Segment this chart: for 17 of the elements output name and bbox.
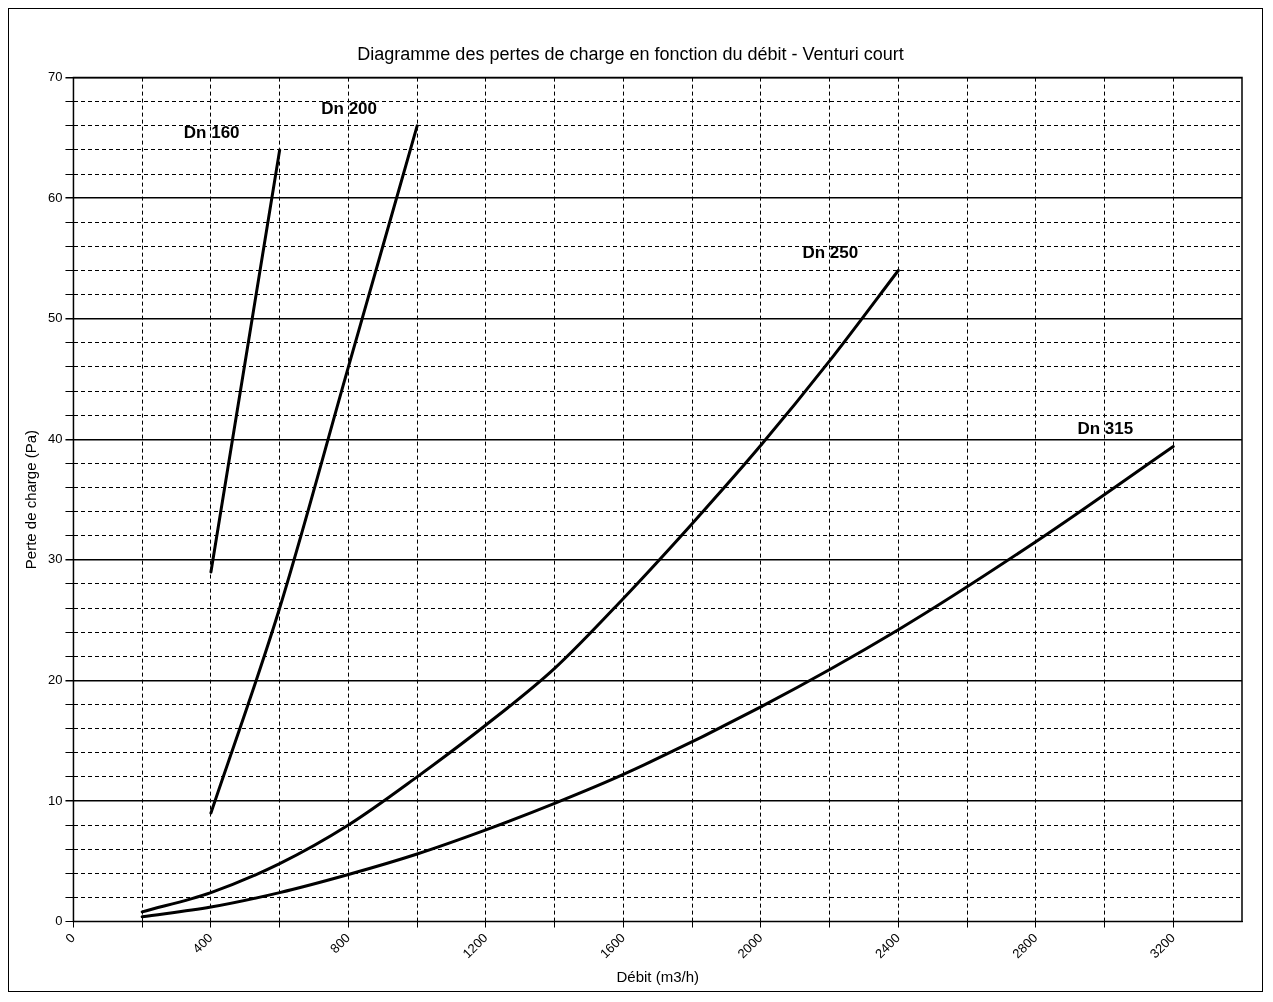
x-tick-label: 400 xyxy=(189,930,216,957)
series-label: Dn 315 xyxy=(1077,419,1134,439)
y-tick-label: 20 xyxy=(47,671,63,687)
y-tick-label: 40 xyxy=(47,430,63,446)
x-tick-label: 0 xyxy=(62,930,79,946)
chart-title: Diagramme des pertes de charge en fonction du débit - Venturi court xyxy=(357,43,904,64)
y-tick-label: 0 xyxy=(55,913,63,929)
y-tick-label: 70 xyxy=(47,69,63,85)
x-tick-label: 800 xyxy=(327,930,354,957)
y-tick-label: 60 xyxy=(47,189,63,205)
text: Dn 200 xyxy=(321,98,378,118)
text: Dn 160 xyxy=(183,122,240,142)
x-axis-title: Débit (m3/h) xyxy=(616,968,699,986)
y-tick-label: 30 xyxy=(47,551,63,567)
y-tick-label: 10 xyxy=(47,792,63,808)
y-tick-label: 50 xyxy=(47,310,63,326)
y-axis-title: Perte de charge (Pa) xyxy=(22,429,40,570)
